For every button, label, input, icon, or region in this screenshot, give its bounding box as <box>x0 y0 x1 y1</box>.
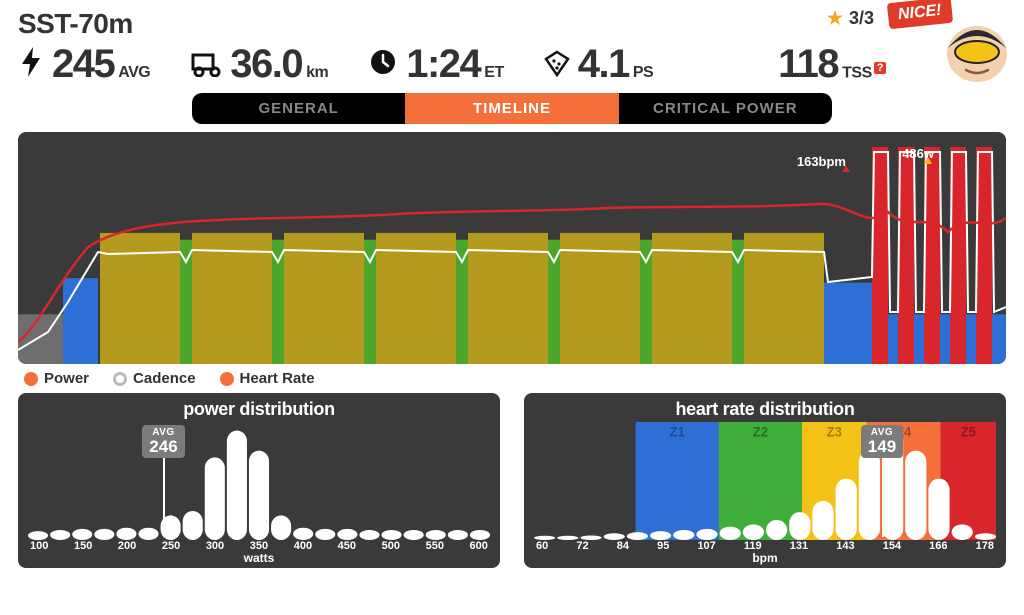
timeline-chart[interactable]: 163bpm 486w <box>18 132 1006 364</box>
stat-distance: 36.0 km <box>190 42 328 87</box>
avatar-area: NICE! <box>892 4 1012 86</box>
distance-value: 36.0 <box>230 42 302 87</box>
stat-tss: 118 TSS? <box>778 42 886 87</box>
hr-avg-stem <box>882 449 884 537</box>
peak-hr-label: 163bpm <box>797 154 846 169</box>
hr-avg-badge: AVG 149 <box>861 425 903 458</box>
stats-row: 245 AVG 36.0 km 1:24 ET 4.1 PS 118 TSS? <box>0 40 1024 91</box>
tss-unit: TSS? <box>842 62 886 82</box>
svg-text:Z5: Z5 <box>961 424 977 439</box>
workout-title: SST-70m <box>18 8 133 40</box>
tss-help-icon[interactable]: ? <box>874 62 886 74</box>
rating-area: ★ 3/3 <box>827 8 874 29</box>
rating-value: 3/3 <box>849 8 874 29</box>
tab-critical-power[interactable]: CRITICAL POWER <box>619 93 832 124</box>
stat-duration: 1:24 ET <box>368 42 504 87</box>
duration-value: 1:24 <box>406 42 480 87</box>
star-icon: ★ <box>827 8 843 29</box>
pizza-value: 4.1 <box>578 42 629 87</box>
hr-dist-title: heart rate distribution <box>534 399 996 420</box>
tab-timeline[interactable]: TIMELINE <box>405 93 618 124</box>
legend-power-dot <box>24 372 38 386</box>
legend-row: Power Cadence Heart Rate <box>0 364 1024 389</box>
power-avg-stem <box>163 449 165 537</box>
legend-cadence[interactable]: Cadence <box>113 370 196 387</box>
pizza-unit: PS <box>633 64 653 82</box>
stat-power-avg: 245 AVG <box>18 42 150 87</box>
power-dist-title: power distribution <box>28 399 490 420</box>
hr-dist-chart[interactable]: Z1Z2Z3Z4Z5 <box>534 422 996 540</box>
stat-pizza: 4.1 PS <box>544 42 653 87</box>
tab-general[interactable]: GENERAL <box>192 93 405 124</box>
legend-hr[interactable]: Heart Rate <box>220 370 315 387</box>
tss-value: 118 <box>778 42 838 87</box>
power-dist-chart[interactable] <box>28 422 490 540</box>
power-avg-unit: AVG <box>118 64 150 82</box>
distance-unit: km <box>306 64 328 82</box>
svg-text:Z3: Z3 <box>827 424 842 439</box>
power-distribution-panel: power distribution AVG 246 1001502002503… <box>18 393 500 568</box>
duration-unit: ET <box>484 64 503 82</box>
legend-hr-dot <box>220 372 234 386</box>
svg-text:Z1: Z1 <box>670 424 686 439</box>
distance-icon <box>190 51 222 77</box>
pizza-icon <box>544 49 570 77</box>
bolt-icon <box>18 47 44 77</box>
hr-dist-axis-label: bpm <box>534 551 996 565</box>
power-avg-badge: AVG 246 <box>142 425 184 458</box>
legend-power[interactable]: Power <box>24 370 89 387</box>
peak-power-label: 486w <box>902 146 934 161</box>
tabbar: GENERAL TIMELINE CRITICAL POWER <box>192 93 832 124</box>
legend-cadence-dot <box>113 372 127 386</box>
clock-icon <box>368 47 398 77</box>
hr-distribution-panel: heart rate distribution Z1Z2Z3Z4Z5 AVG 1… <box>524 393 1006 568</box>
power-dist-axis-label: watts <box>28 551 490 565</box>
svg-text:Z2: Z2 <box>753 424 768 439</box>
avatar-icon <box>942 18 1012 84</box>
power-avg-value: 245 <box>52 42 114 87</box>
